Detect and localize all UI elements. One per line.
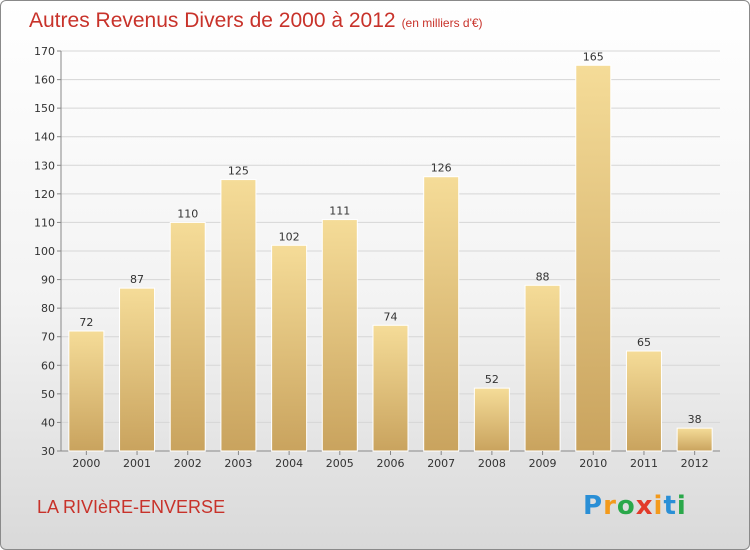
x-tick-label-2010: 2010 [579,457,607,470]
bar-2004 [271,244,308,452]
x-tick-label-2005: 2005 [326,457,354,470]
bar-value-labels: 72 87 110 125 102 111 74 126 52 88 165 65 38 [79,50,701,426]
x-tick-label-2008: 2008 [478,457,506,470]
y-tick-label: 40 [41,416,55,429]
y-tick-label: 110 [34,216,55,229]
place-name: LA RIVIèRE-ENVERSE [37,497,226,517]
bar-value-2003: 125 [228,165,249,178]
bar-value-2000: 72 [79,316,93,329]
bar-value-2009: 88 [536,270,550,283]
bar-value-2002: 110 [177,207,198,220]
bar-2007 [423,176,460,452]
bar-value-2004: 102 [279,230,300,243]
bar-2005 [321,219,358,452]
y-tick-label: 170 [34,45,55,58]
bar-2010 [575,64,612,452]
y-tick-label: 30 [41,445,55,458]
y-tick-label: 100 [34,245,55,258]
bar-value-2010: 165 [583,50,604,63]
x-axis-labels: 2000 2001 2002 2003 2004 2005 2006 2007 2008 2009… [72,451,709,470]
logo-letter: P [583,491,604,521]
y-tick-label: 80 [41,302,55,315]
logo-letter: i [653,491,664,521]
logo-letter: o [616,491,636,521]
bar-value-2001: 87 [130,273,144,286]
x-tick-label-2006: 2006 [377,457,405,470]
logo-letter: x [635,491,654,521]
bar-value-2005: 111 [329,205,350,218]
bar-value-2007: 126 [431,162,452,175]
bar-2000 [68,330,105,452]
bar-value-2006: 74 [384,310,398,323]
y-tick-label: 140 [34,131,55,144]
x-tick-label-2011: 2011 [630,457,658,470]
y-tick-label: 130 [34,159,55,172]
chart-title-text: Autres Revenus Divers de 2000 à 2012 [29,9,396,32]
logo-letter: t [663,491,677,521]
chart-title: Autres Revenus Divers de 2000 à 2012 (en … [29,9,483,33]
logo-letter: r [603,491,617,521]
bar-2003 [220,179,257,452]
x-tick-label-2001: 2001 [123,457,151,470]
y-axis-ticks: 30 40 50 60 70 80 90 100 110 120 130 140 150 160 170 [34,45,61,458]
bar-2011 [625,350,662,452]
bar-value-2011: 65 [637,336,651,349]
y-tick-label: 160 [34,74,55,87]
bar-value-2012: 38 [688,413,702,426]
bar-2006 [372,324,409,452]
bar-2009 [524,284,561,452]
bars [68,64,713,452]
x-tick-label-2000: 2000 [72,457,100,470]
x-tick-label-2009: 2009 [529,457,557,470]
bar-2001 [119,287,156,452]
y-tick-label: 150 [34,102,55,115]
x-tick-label-2012: 2012 [681,457,709,470]
y-tick-label: 50 [41,388,55,401]
y-tick-label: 60 [41,359,55,372]
bar-2012 [676,427,713,452]
proxiti-logo: Proxiti [583,491,687,521]
y-tick-label: 90 [41,274,55,287]
y-tick-label: 120 [34,188,55,201]
bar-2008 [473,387,510,452]
bar-2002 [169,221,206,452]
x-tick-label-2007: 2007 [427,457,455,470]
x-tick-label-2002: 2002 [174,457,202,470]
logo-letter: i [676,491,687,521]
bar-value-2008: 52 [485,373,499,386]
x-tick-label-2003: 2003 [224,457,252,470]
x-tick-label-2004: 2004 [275,457,303,470]
y-tick-label: 70 [41,331,55,344]
chart-subtitle: (en milliers d'€) [401,16,483,30]
